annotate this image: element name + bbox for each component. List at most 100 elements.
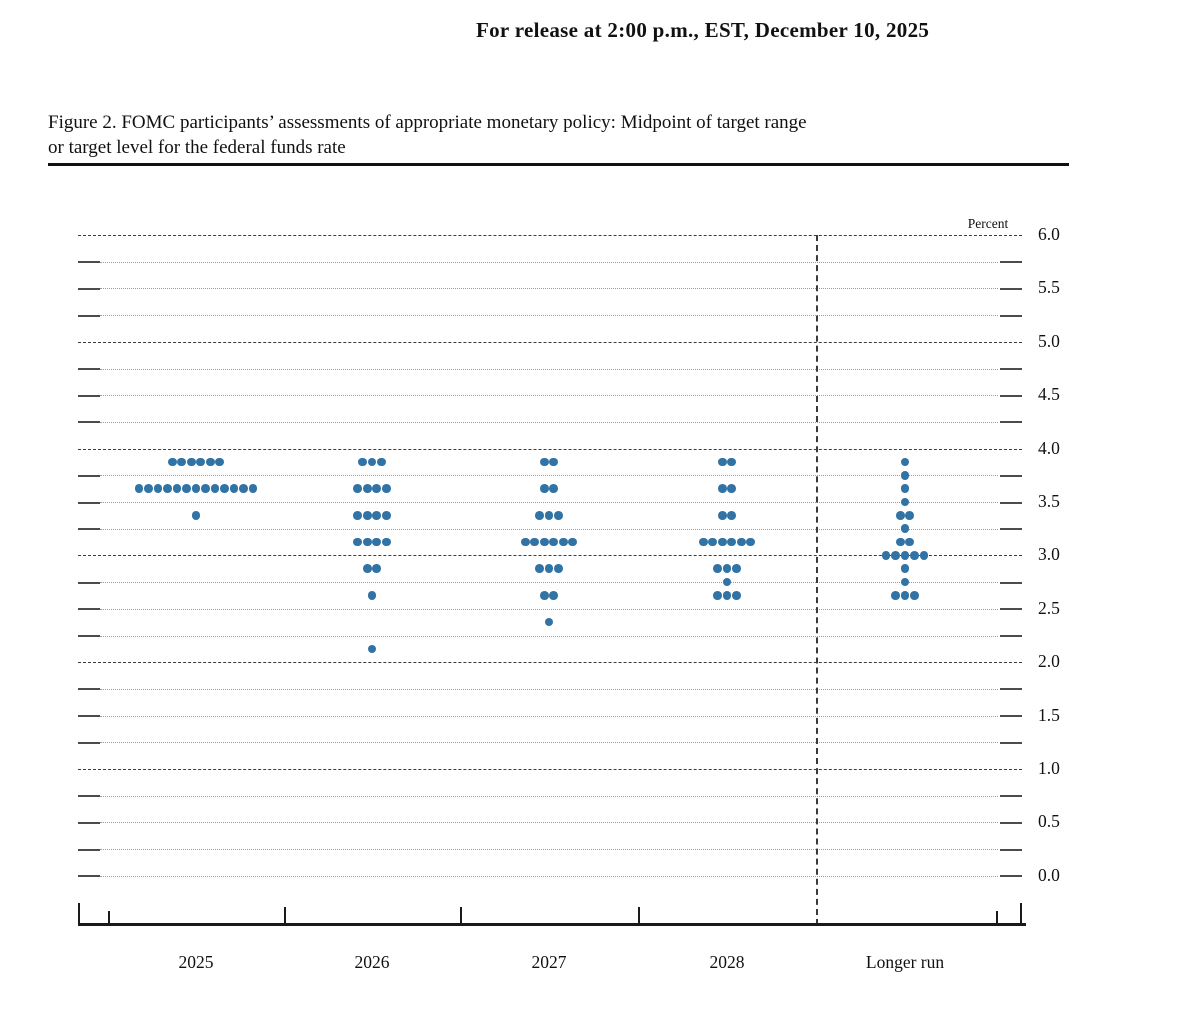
projection-dot xyxy=(727,537,737,547)
projection-dot xyxy=(727,484,737,493)
gridline-major xyxy=(78,448,1022,450)
projection-dot xyxy=(367,591,377,600)
gridline-minor xyxy=(100,688,998,690)
left-tick-dash xyxy=(78,394,100,397)
projection-dot xyxy=(900,457,910,467)
projection-dot xyxy=(372,484,382,493)
projection-dot xyxy=(153,484,163,493)
left-tick-dash xyxy=(78,368,100,370)
projection-dot xyxy=(163,484,172,493)
y-axis-label: 1.5 xyxy=(1038,704,1060,725)
projection-dot xyxy=(905,511,915,520)
projection-dot xyxy=(377,457,386,467)
x-axis-line xyxy=(78,923,1026,926)
projection-dot xyxy=(549,591,559,600)
x-axis-label: 2028 xyxy=(709,952,745,972)
x-axis-label: Longer run xyxy=(865,952,945,972)
projection-dot xyxy=(372,537,382,547)
projection-dot xyxy=(722,564,732,574)
y-axis-label: 3.5 xyxy=(1038,491,1060,511)
projection-dot xyxy=(182,484,191,493)
x-axis-label: 2027 xyxy=(531,952,567,972)
projection-dot xyxy=(717,484,727,493)
gridline-minor xyxy=(100,288,998,290)
y-axis-unit-label: Percent xyxy=(967,216,1009,231)
projection-dot xyxy=(905,537,915,547)
right-tick-dash xyxy=(1000,581,1022,584)
projection-dot xyxy=(358,457,367,467)
gridline-minor xyxy=(100,795,998,797)
left-tick-dash xyxy=(78,715,100,718)
projection-dot xyxy=(353,537,363,547)
gridline-minor xyxy=(100,849,998,851)
axis-corner-tick xyxy=(1020,903,1022,923)
figure-caption: Figure 2. FOMC participants’ assessments… xyxy=(48,110,1078,160)
projection-dot xyxy=(535,511,544,520)
gridline-minor xyxy=(100,608,998,610)
right-tick-dash xyxy=(1000,314,1022,317)
projection-dot xyxy=(900,551,910,560)
left-tick-dash xyxy=(78,421,100,424)
projection-dot xyxy=(134,484,144,493)
projection-dot xyxy=(210,484,220,493)
left-tick-dash xyxy=(78,875,100,878)
right-tick-dash xyxy=(1000,528,1022,531)
projection-dot xyxy=(900,484,910,493)
projection-dot xyxy=(367,644,377,654)
gridline-major xyxy=(78,769,1022,770)
projection-dot xyxy=(891,551,900,560)
projection-dot xyxy=(558,537,568,547)
gridline-minor xyxy=(100,261,998,263)
projection-dot xyxy=(215,457,225,467)
projection-dot xyxy=(900,577,910,587)
right-tick-dash xyxy=(1000,688,1022,691)
y-axis-label: 6.0 xyxy=(1038,224,1060,244)
y-axis-label: 4.5 xyxy=(1038,384,1060,405)
right-tick-dash xyxy=(1000,848,1022,851)
gridline-major xyxy=(78,555,1022,557)
projection-dot xyxy=(381,537,391,547)
projection-dot xyxy=(362,537,372,547)
gridline-minor xyxy=(100,635,998,637)
projection-dot xyxy=(713,591,722,600)
projection-dot xyxy=(544,511,554,520)
projection-dot xyxy=(177,457,187,467)
left-tick-dash xyxy=(78,581,100,584)
projection-dot xyxy=(353,484,363,493)
projection-dot xyxy=(919,551,929,560)
projection-dot xyxy=(191,511,201,520)
gridline-minor xyxy=(100,875,998,877)
projection-dot xyxy=(186,457,196,467)
right-tick-dash xyxy=(1000,368,1022,370)
gridline-minor xyxy=(100,528,998,530)
gridline-minor xyxy=(100,315,998,317)
right-tick-dash xyxy=(1000,501,1022,504)
axis-boundary-tick xyxy=(284,907,286,923)
projection-dot xyxy=(722,577,732,587)
projection-dot xyxy=(362,484,372,493)
gridline-minor xyxy=(100,421,998,423)
projection-dot xyxy=(554,564,563,574)
projection-dot xyxy=(746,537,756,547)
gridline-minor xyxy=(100,502,998,503)
left-tick-dash xyxy=(78,287,100,290)
projection-dot xyxy=(717,511,727,520)
projection-dot xyxy=(205,457,215,467)
projection-dot xyxy=(201,484,210,493)
right-tick-dash xyxy=(1000,741,1022,744)
gridline-minor xyxy=(100,715,998,717)
gridline-major xyxy=(78,662,1022,664)
right-tick-dash xyxy=(1000,261,1022,264)
projection-dot xyxy=(717,457,727,467)
left-tick-dash xyxy=(78,688,100,691)
right-tick-dash xyxy=(1000,394,1022,397)
right-tick-dash xyxy=(1000,635,1022,637)
projection-dot xyxy=(367,457,377,467)
right-tick-dash xyxy=(1000,821,1022,824)
caption-rule xyxy=(48,163,1069,166)
axis-inner-tick xyxy=(996,911,998,923)
gridline-minor xyxy=(100,368,998,370)
projection-dot xyxy=(381,511,391,520)
left-tick-dash xyxy=(78,314,100,317)
